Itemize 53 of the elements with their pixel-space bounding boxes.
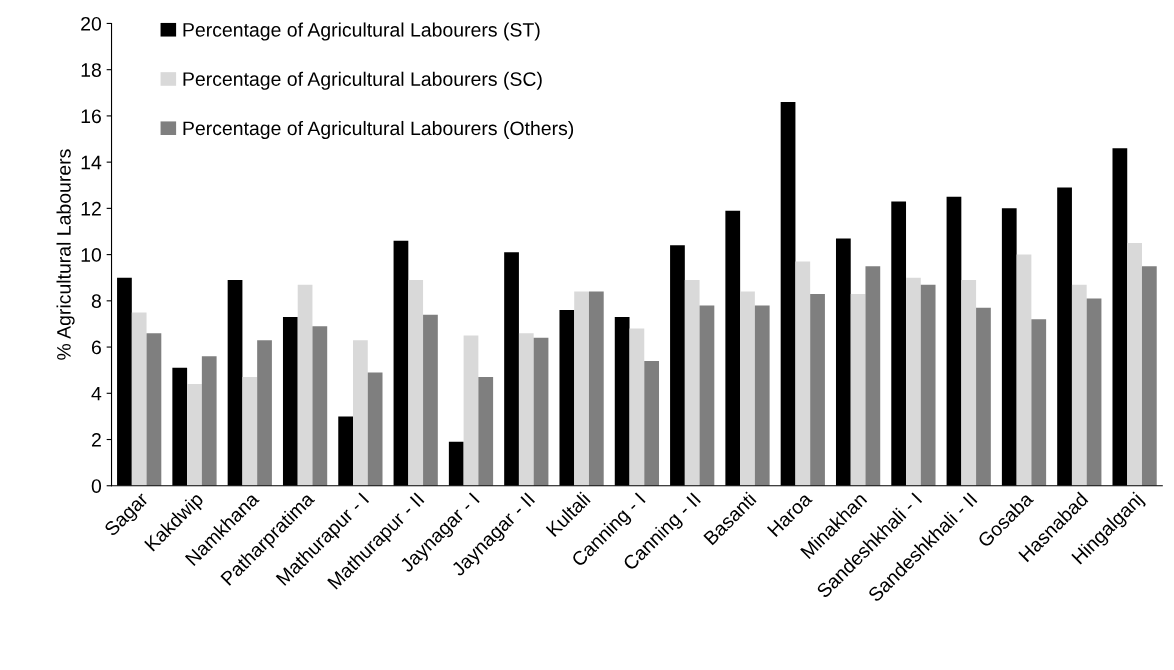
bar: [1127, 243, 1142, 486]
y-tick-label: 10: [81, 248, 102, 262]
bar: [297, 284, 313, 486]
bar: [518, 333, 534, 486]
bar: [463, 335, 479, 486]
bar: [810, 293, 825, 486]
bar: [187, 384, 202, 486]
bar: [1086, 298, 1102, 486]
y-tick-label: 16: [81, 109, 101, 124]
bar: [699, 305, 715, 486]
bar: [629, 328, 645, 486]
bar: [1141, 266, 1157, 486]
legend-label: Percentage of Agricultural Labourers (ST): [183, 22, 540, 41]
bar: [754, 305, 770, 486]
bar: [533, 337, 549, 486]
bar: [201, 356, 217, 486]
y-tick-label: 0: [91, 479, 102, 493]
bar: [353, 340, 368, 486]
bar: [795, 261, 811, 486]
bar: [684, 280, 700, 486]
bar: [423, 314, 438, 486]
bar: [146, 333, 162, 486]
y-tick-label: 20: [81, 16, 102, 31]
bar: [367, 372, 383, 486]
bar: [257, 340, 272, 486]
bar: [574, 291, 589, 486]
bar: [906, 277, 921, 486]
bar: [478, 377, 494, 486]
bar: [920, 284, 936, 486]
bar: [865, 266, 881, 486]
bar: [740, 291, 755, 486]
y-tick-label: 8: [91, 294, 101, 309]
bar: [408, 280, 424, 486]
bar: [976, 307, 991, 486]
y-tick-label: 14: [81, 155, 102, 170]
bar: [1031, 319, 1047, 486]
bar: [131, 312, 147, 486]
bar: [850, 293, 866, 486]
bar: [1071, 284, 1087, 486]
y-tick-label: 4: [91, 386, 102, 401]
bar: [588, 291, 604, 486]
y-axis-title: % Agricultural Labourers: [56, 149, 75, 360]
bar: [312, 326, 328, 486]
y-tick-label: 12: [81, 201, 101, 216]
bar: [644, 360, 660, 486]
y-tick-label: 2: [91, 432, 101, 447]
bar: [242, 377, 258, 486]
y-tick-label: 6: [91, 340, 101, 355]
legend-label: Percentage of Agricultural Labourers (SC): [183, 71, 542, 90]
bar: [961, 280, 977, 486]
legend-label: Percentage of Agricultural Labourers (Others): [183, 120, 574, 140]
y-tick-label: 18: [81, 63, 101, 77]
bar: [1016, 254, 1032, 486]
